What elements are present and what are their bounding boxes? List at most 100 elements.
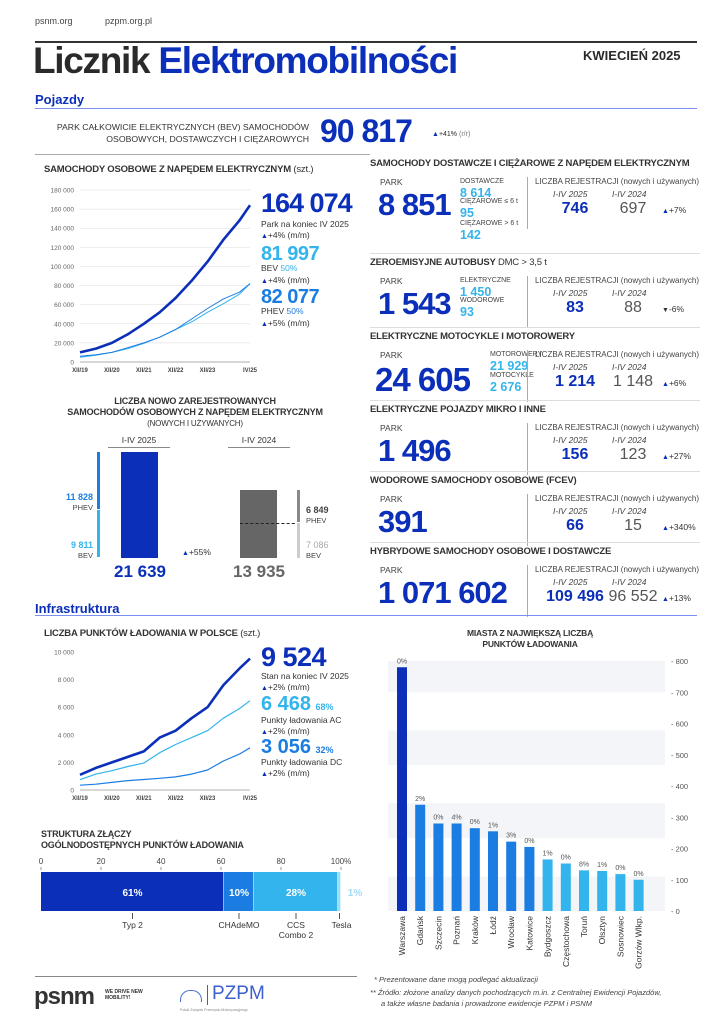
segment-chademo	[224, 872, 254, 911]
category-label: Łódź	[488, 916, 498, 934]
title-line2: SAMOCHODÓW OSOBOWYCH Z NAPĘDEM ELEKTRYCZ…	[67, 407, 323, 417]
x-tick-label: XII/23	[200, 796, 216, 802]
total-2025-bar	[121, 452, 158, 558]
sub-label: DOSTAWCZE	[460, 178, 504, 185]
x-tick-label: XII/23	[200, 368, 216, 374]
y-tick-label: 10 000	[54, 650, 74, 657]
sub-label: ELEKTRYCZNE	[460, 277, 511, 284]
phev-2025-value: 11 828	[65, 492, 93, 502]
charging-total-label: Stan na koniec IV 2025	[261, 671, 349, 681]
change-value: -6%	[668, 304, 685, 314]
registrations-change: ▲+6%	[662, 378, 686, 388]
y-tick-label: 0	[70, 788, 74, 795]
bev-park-value: 90 817	[320, 113, 413, 149]
charging-line-chart: 0 2 000 4 000 6 000 8 000 10 000 XII/19 XII/20 X…	[54, 650, 258, 803]
cities-bar-chart: - 0 - 100 - 200 - 300 - 400 - 500 - 600 - 700 - …	[388, 657, 688, 969]
year-2024: I-IV 2024	[612, 506, 647, 516]
park-label: PARK	[380, 276, 403, 286]
header-divider	[35, 41, 697, 43]
title-text: HYBRYDOWE SAMOCHODY OSOBOWE I DOSTAWCZE	[370, 546, 612, 557]
footnote-3: a także własne badania i prowadzone ewid…	[381, 999, 592, 1008]
cars-chart-title: SAMOCHODY OSOBOWE Z NAPĘDEM ELEKTRYCZNYM…	[44, 164, 313, 175]
category-label: Typ 2	[122, 920, 143, 930]
series-line-stan	[79, 657, 251, 776]
vertical-divider	[527, 494, 528, 546]
label: BEV	[261, 263, 279, 273]
bar-toruń	[579, 870, 589, 911]
charging-total-change: ▲+2% (m/m)	[261, 682, 310, 692]
park-label: PARK	[380, 350, 403, 360]
pzpm-link[interactable]: pzpm.org.pl	[105, 16, 153, 26]
charging-total-value: 9 524	[261, 642, 327, 672]
category-label: Toruń	[579, 916, 589, 938]
vertical-divider	[527, 423, 528, 475]
registrations-2024: 96 552	[608, 588, 658, 605]
title-text: LICZBA PUNKTÓW ŁADOWANIA W POLSCE	[44, 628, 238, 639]
bar-label: 1%	[597, 862, 607, 869]
section-divider	[35, 108, 697, 109]
y-tick-label: - 0	[671, 907, 680, 916]
category-label: Sosnowiec	[615, 915, 625, 957]
bar-łódź	[488, 831, 498, 911]
pzpm-logo: PZPM	[212, 983, 265, 1004]
title-line1: LICZBA NOWO ZAREJESTROWANYCH	[114, 396, 276, 406]
vertical-divider	[527, 565, 528, 617]
registrations-header: LICZBA REJESTRACJI (nowych i używanych)	[535, 177, 700, 186]
ac-change: ▲+2% (m/m)	[261, 726, 310, 736]
bar-label: 0%	[470, 819, 480, 826]
y-tick-label: - 800	[671, 657, 688, 666]
triangle-up-icon: ▲	[432, 131, 439, 138]
category-label: CHAdeMO	[218, 920, 259, 930]
sub-label: CIĘŻAROWE ≤ 6 t	[460, 198, 518, 205]
sub-label: MOTOROWERY	[490, 351, 543, 358]
page-title: Licznik Elektromobilności	[33, 40, 458, 82]
x-tick-label: XII/19	[72, 368, 88, 374]
cars-total-change: ▲+4% (m/m)	[261, 230, 310, 240]
bar-szczecin	[433, 823, 444, 911]
registrations-change: ▼-6%	[662, 304, 684, 314]
psnm-link[interactable]: psnm.org	[35, 16, 73, 26]
bar-label: 0%	[524, 838, 534, 845]
bar-wrocław	[506, 841, 517, 911]
cars-total-label: Park na koniec IV 2025	[261, 219, 349, 229]
bar-częstochowa	[560, 863, 571, 911]
connectors-bar-chart: 0 20 40 60 80 100% 61% Typ 2 10% CHAdeMO 28% CCSCom…	[39, 857, 363, 940]
y-tick-label: 4 000	[58, 732, 75, 739]
x-tick-label: 40	[157, 857, 166, 866]
category-title: ELEKTRYCZNE MOTOCYKLE I MOTOROWERY	[370, 331, 575, 342]
registrations-change: ▲+13%	[662, 593, 691, 603]
category-label: Tesla	[332, 920, 352, 930]
year-2024: I-IV 2024	[612, 435, 647, 445]
y-tick-label: - 400	[671, 782, 688, 791]
registrations-header: LICZBA REJESTRACJI (nowych i używanych)	[535, 565, 700, 574]
dc-value: 3 056 32%	[261, 736, 334, 759]
segment-tesla	[338, 872, 341, 911]
sub-label: WODOROWE	[460, 297, 505, 304]
title-line1: STRUKTURA ZŁĄCZY	[41, 829, 132, 839]
sub-value: 142	[460, 228, 481, 242]
park-value: 1 543	[378, 286, 452, 321]
registrations-2024: 88	[624, 299, 642, 316]
year-2024: I-IV 2024	[612, 362, 647, 372]
section-divider	[370, 542, 700, 543]
change-value: +6%	[668, 378, 687, 388]
bar-label: 1%	[488, 822, 498, 829]
triangle-up-icon: ▲	[261, 685, 268, 692]
total-2024-value: 13 935	[233, 562, 285, 581]
y-tick-label: 20 000	[54, 340, 74, 347]
bev-2024-segment	[297, 523, 300, 558]
park-value: 8 851	[378, 187, 452, 222]
category-title: ZEROEMISYJNE AUTOBUSY DMC > 3,5 t	[370, 257, 547, 268]
phev-2025-segment	[97, 452, 100, 509]
bev-park-label-line1: PARK CAŁKOWICIE ELEKTRYCZNYCH (BEV) SAMO…	[56, 122, 309, 132]
bev-park-label: PARK CAŁKOWICIE ELEKTRYCZNYCH (BEV) SAMO…	[35, 121, 309, 145]
divider	[35, 154, 370, 155]
bar-label: 2%	[415, 796, 425, 803]
bar-label: 0%	[561, 855, 571, 862]
phev-2024-value: 6 849	[306, 505, 329, 515]
bar-label: 0%	[634, 871, 644, 878]
change-value: +27%	[668, 451, 691, 461]
registrations-change: ▲+7%	[662, 205, 686, 215]
category-label: Poznań	[452, 916, 462, 945]
category-label: Katowice	[524, 916, 534, 951]
